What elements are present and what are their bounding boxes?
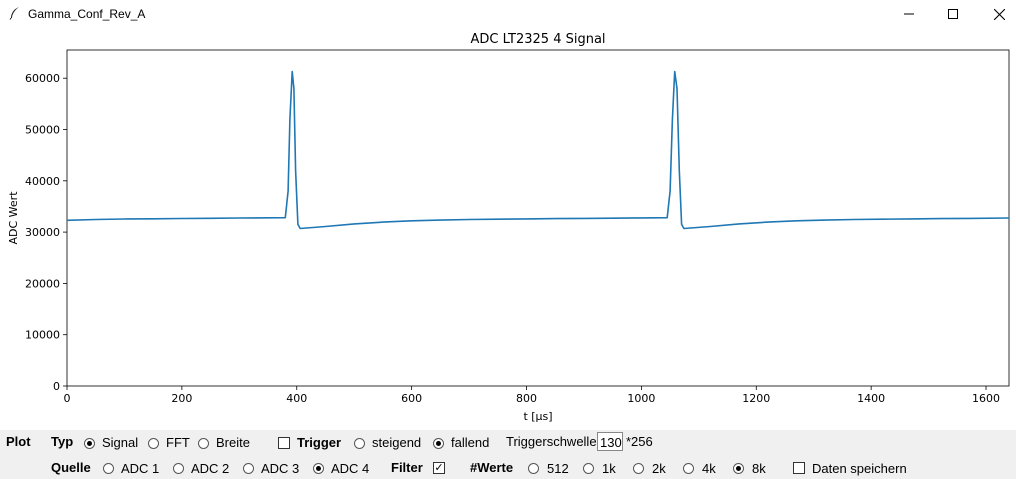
- title-bar: Gamma_Conf_Rev_A: [0, 0, 1016, 28]
- trigger-steigend-label[interactable]: steigend: [372, 435, 422, 450]
- close-button[interactable]: [976, 0, 1016, 28]
- trigger-steigend-radio[interactable]: [354, 438, 365, 449]
- y-tick-label: 50000: [25, 124, 60, 137]
- werte-4k-radio[interactable]: [683, 463, 694, 474]
- quelle-adc4-label[interactable]: ADC 4: [331, 461, 370, 476]
- quelle-adc3-radio[interactable]: [243, 463, 254, 474]
- werte-8k-label[interactable]: 8k: [752, 461, 766, 476]
- x-tick-label: 200: [171, 392, 192, 405]
- trigger-fallend-radio[interactable]: [433, 438, 444, 449]
- typ-fft-label[interactable]: FFT: [166, 435, 190, 450]
- filter-checkbox[interactable]: ✓: [433, 461, 445, 474]
- x-tick-label: 1000: [627, 392, 655, 405]
- werte-2k-radio[interactable]: [633, 463, 644, 474]
- typ-label: Typ: [51, 434, 74, 449]
- werte-512-label[interactable]: 512: [547, 461, 569, 476]
- plot-canvas: 0 200 400 600 800 1000 1200 1400 1600 0 10000 20000…: [0, 28, 1016, 430]
- y-tick-label: 0: [53, 380, 60, 393]
- y-tick-label: 10000: [25, 329, 60, 342]
- werte-4k-label[interactable]: 4k: [702, 461, 716, 476]
- typ-breite-radio[interactable]: [198, 438, 209, 449]
- chart-title: ADC LT2325 4 Signal: [470, 32, 605, 47]
- x-tick-label: 600: [401, 392, 422, 405]
- werte-8k-radio[interactable]: [733, 463, 744, 474]
- x-tick-label: 800: [516, 392, 537, 405]
- quelle-label: Quelle: [51, 460, 91, 475]
- trigger-label[interactable]: Trigger: [297, 435, 342, 450]
- werte-label: #Werte: [470, 460, 514, 475]
- window-title: Gamma_Conf_Rev_A: [28, 7, 146, 21]
- x-tick-label: 400: [286, 392, 307, 405]
- quelle-adc2-radio[interactable]: [173, 463, 184, 474]
- x-tick-label: 0: [64, 392, 71, 405]
- signal-series-line: [66, 70, 1010, 230]
- werte-1k-label[interactable]: 1k: [602, 461, 616, 476]
- minimize-icon: [904, 13, 914, 15]
- minimize-button[interactable]: [886, 0, 932, 28]
- quelle-adc2-label[interactable]: ADC 2: [191, 461, 230, 476]
- threshold-unit: *256: [626, 434, 653, 449]
- typ-fft-radio[interactable]: [148, 438, 159, 449]
- maximize-button[interactable]: [930, 0, 976, 28]
- trigger-fallend-label[interactable]: fallend: [451, 435, 490, 450]
- quelle-adc1-label[interactable]: ADC 1: [121, 461, 160, 476]
- werte-1k-radio[interactable]: [583, 463, 594, 474]
- typ-breite-label[interactable]: Breite: [216, 435, 250, 450]
- quelle-adc1-radio[interactable]: [103, 463, 114, 474]
- plot-label: Plot: [6, 434, 31, 449]
- threshold-label: Triggerschwelle: [506, 434, 597, 449]
- threshold-input[interactable]: 130: [597, 432, 623, 451]
- werte-2k-label[interactable]: 2k: [652, 461, 666, 476]
- x-tick-label: 1400: [857, 392, 885, 405]
- typ-signal-label[interactable]: Signal: [102, 435, 139, 450]
- y-tick-label: 30000: [25, 226, 60, 239]
- feather-icon: [9, 7, 19, 20]
- quelle-adc4-radio[interactable]: [313, 463, 324, 474]
- close-icon: [993, 8, 1005, 20]
- save-data-label[interactable]: Daten speichern: [812, 461, 907, 476]
- x-axis-label: t [μs]: [523, 410, 552, 423]
- trigger-checkbox[interactable]: [278, 437, 290, 449]
- filter-label: Filter: [391, 460, 423, 475]
- y-tick-label: 60000: [25, 72, 60, 85]
- maximize-icon: [948, 9, 958, 19]
- save-data-checkbox[interactable]: [793, 462, 805, 474]
- y-tick-label: 40000: [25, 175, 60, 188]
- x-tick-label: 1200: [742, 392, 770, 405]
- y-tick-label: 20000: [25, 277, 60, 290]
- typ-signal-radio[interactable]: [84, 438, 95, 449]
- quelle-adc3-label[interactable]: ADC 3: [261, 461, 300, 476]
- x-tick-label: 1600: [972, 392, 1000, 405]
- signal-chart: 0 200 400 600 800 1000 1200 1400 1600 0 10000 20000…: [7, 32, 1010, 423]
- y-axis-label: ADC Wert: [7, 191, 20, 245]
- werte-512-radio[interactable]: [528, 463, 539, 474]
